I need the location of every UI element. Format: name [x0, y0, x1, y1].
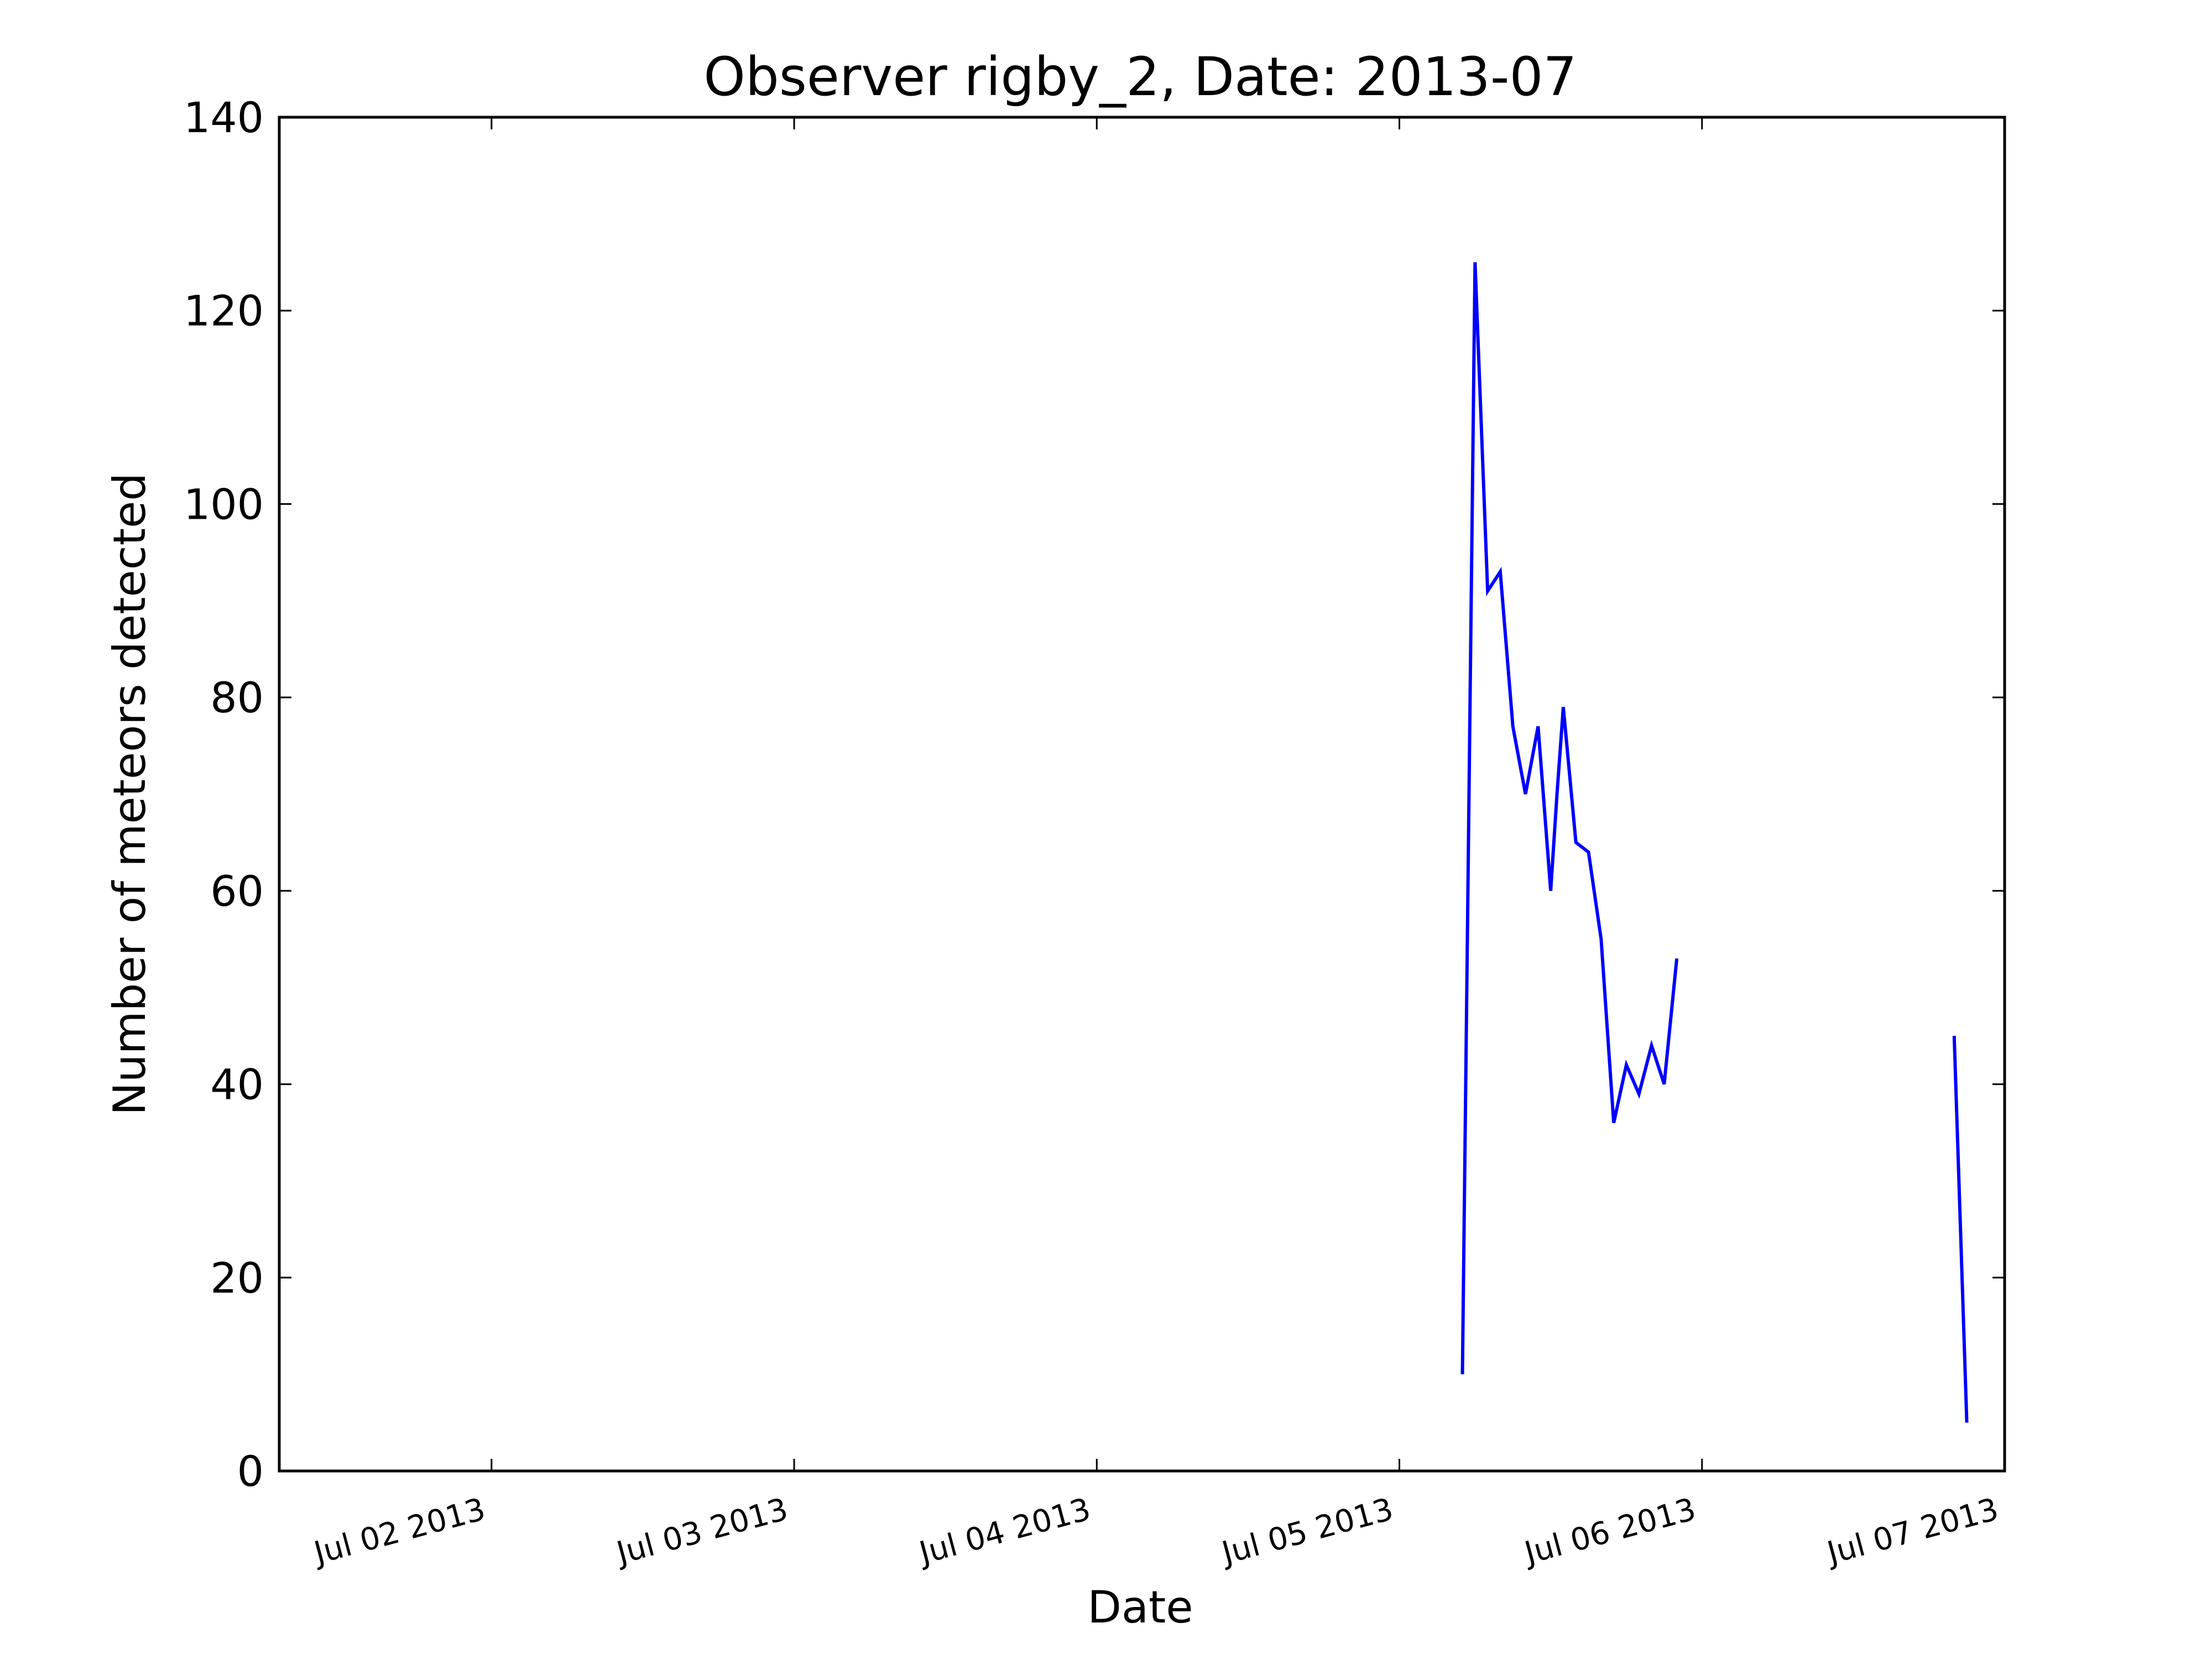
y-tick-label: 0: [237, 1447, 264, 1496]
x-tick-label: Jul 05 2013: [1217, 1491, 1397, 1572]
x-tick-label: Jul 03 2013: [612, 1491, 792, 1572]
plot-frame: [278, 116, 2006, 1473]
x-tick-label: Jul 02 2013: [309, 1491, 489, 1572]
y-axis-label: Number of meteors detected: [104, 473, 155, 1115]
series-line-segment: [1952, 1036, 1969, 1423]
y-tick-label: 140: [184, 93, 264, 142]
y-tick-label: 60: [210, 867, 264, 916]
y-tick-label: 80: [210, 673, 264, 722]
y-tick-label: 120: [184, 286, 264, 336]
x-axis: Jul 02 2013 Jul 03 2013 Jul 04 2013 Jul 05 …: [309, 117, 2006, 1572]
x-tick-label: Jul 04 2013: [914, 1491, 1094, 1572]
y-tick-label: 40: [210, 1060, 264, 1109]
y-axis: 0 20 40 60 80 100 120 140: [184, 93, 2005, 1496]
chart-title: Observer rigby_2, Date: 2013-07: [703, 46, 1577, 108]
plot-area: [278, 116, 2006, 1473]
y-tick-label: 20: [210, 1253, 264, 1302]
series-group: [1460, 262, 1969, 1423]
x-tick-label: Jul 07 2013: [1822, 1491, 2002, 1572]
series-line-segment: [1460, 262, 1679, 1375]
x-axis-label: Date: [1087, 1582, 1193, 1633]
x-tick-label: Jul 06 2013: [1520, 1491, 1700, 1572]
y-tick-label: 100: [184, 479, 264, 529]
